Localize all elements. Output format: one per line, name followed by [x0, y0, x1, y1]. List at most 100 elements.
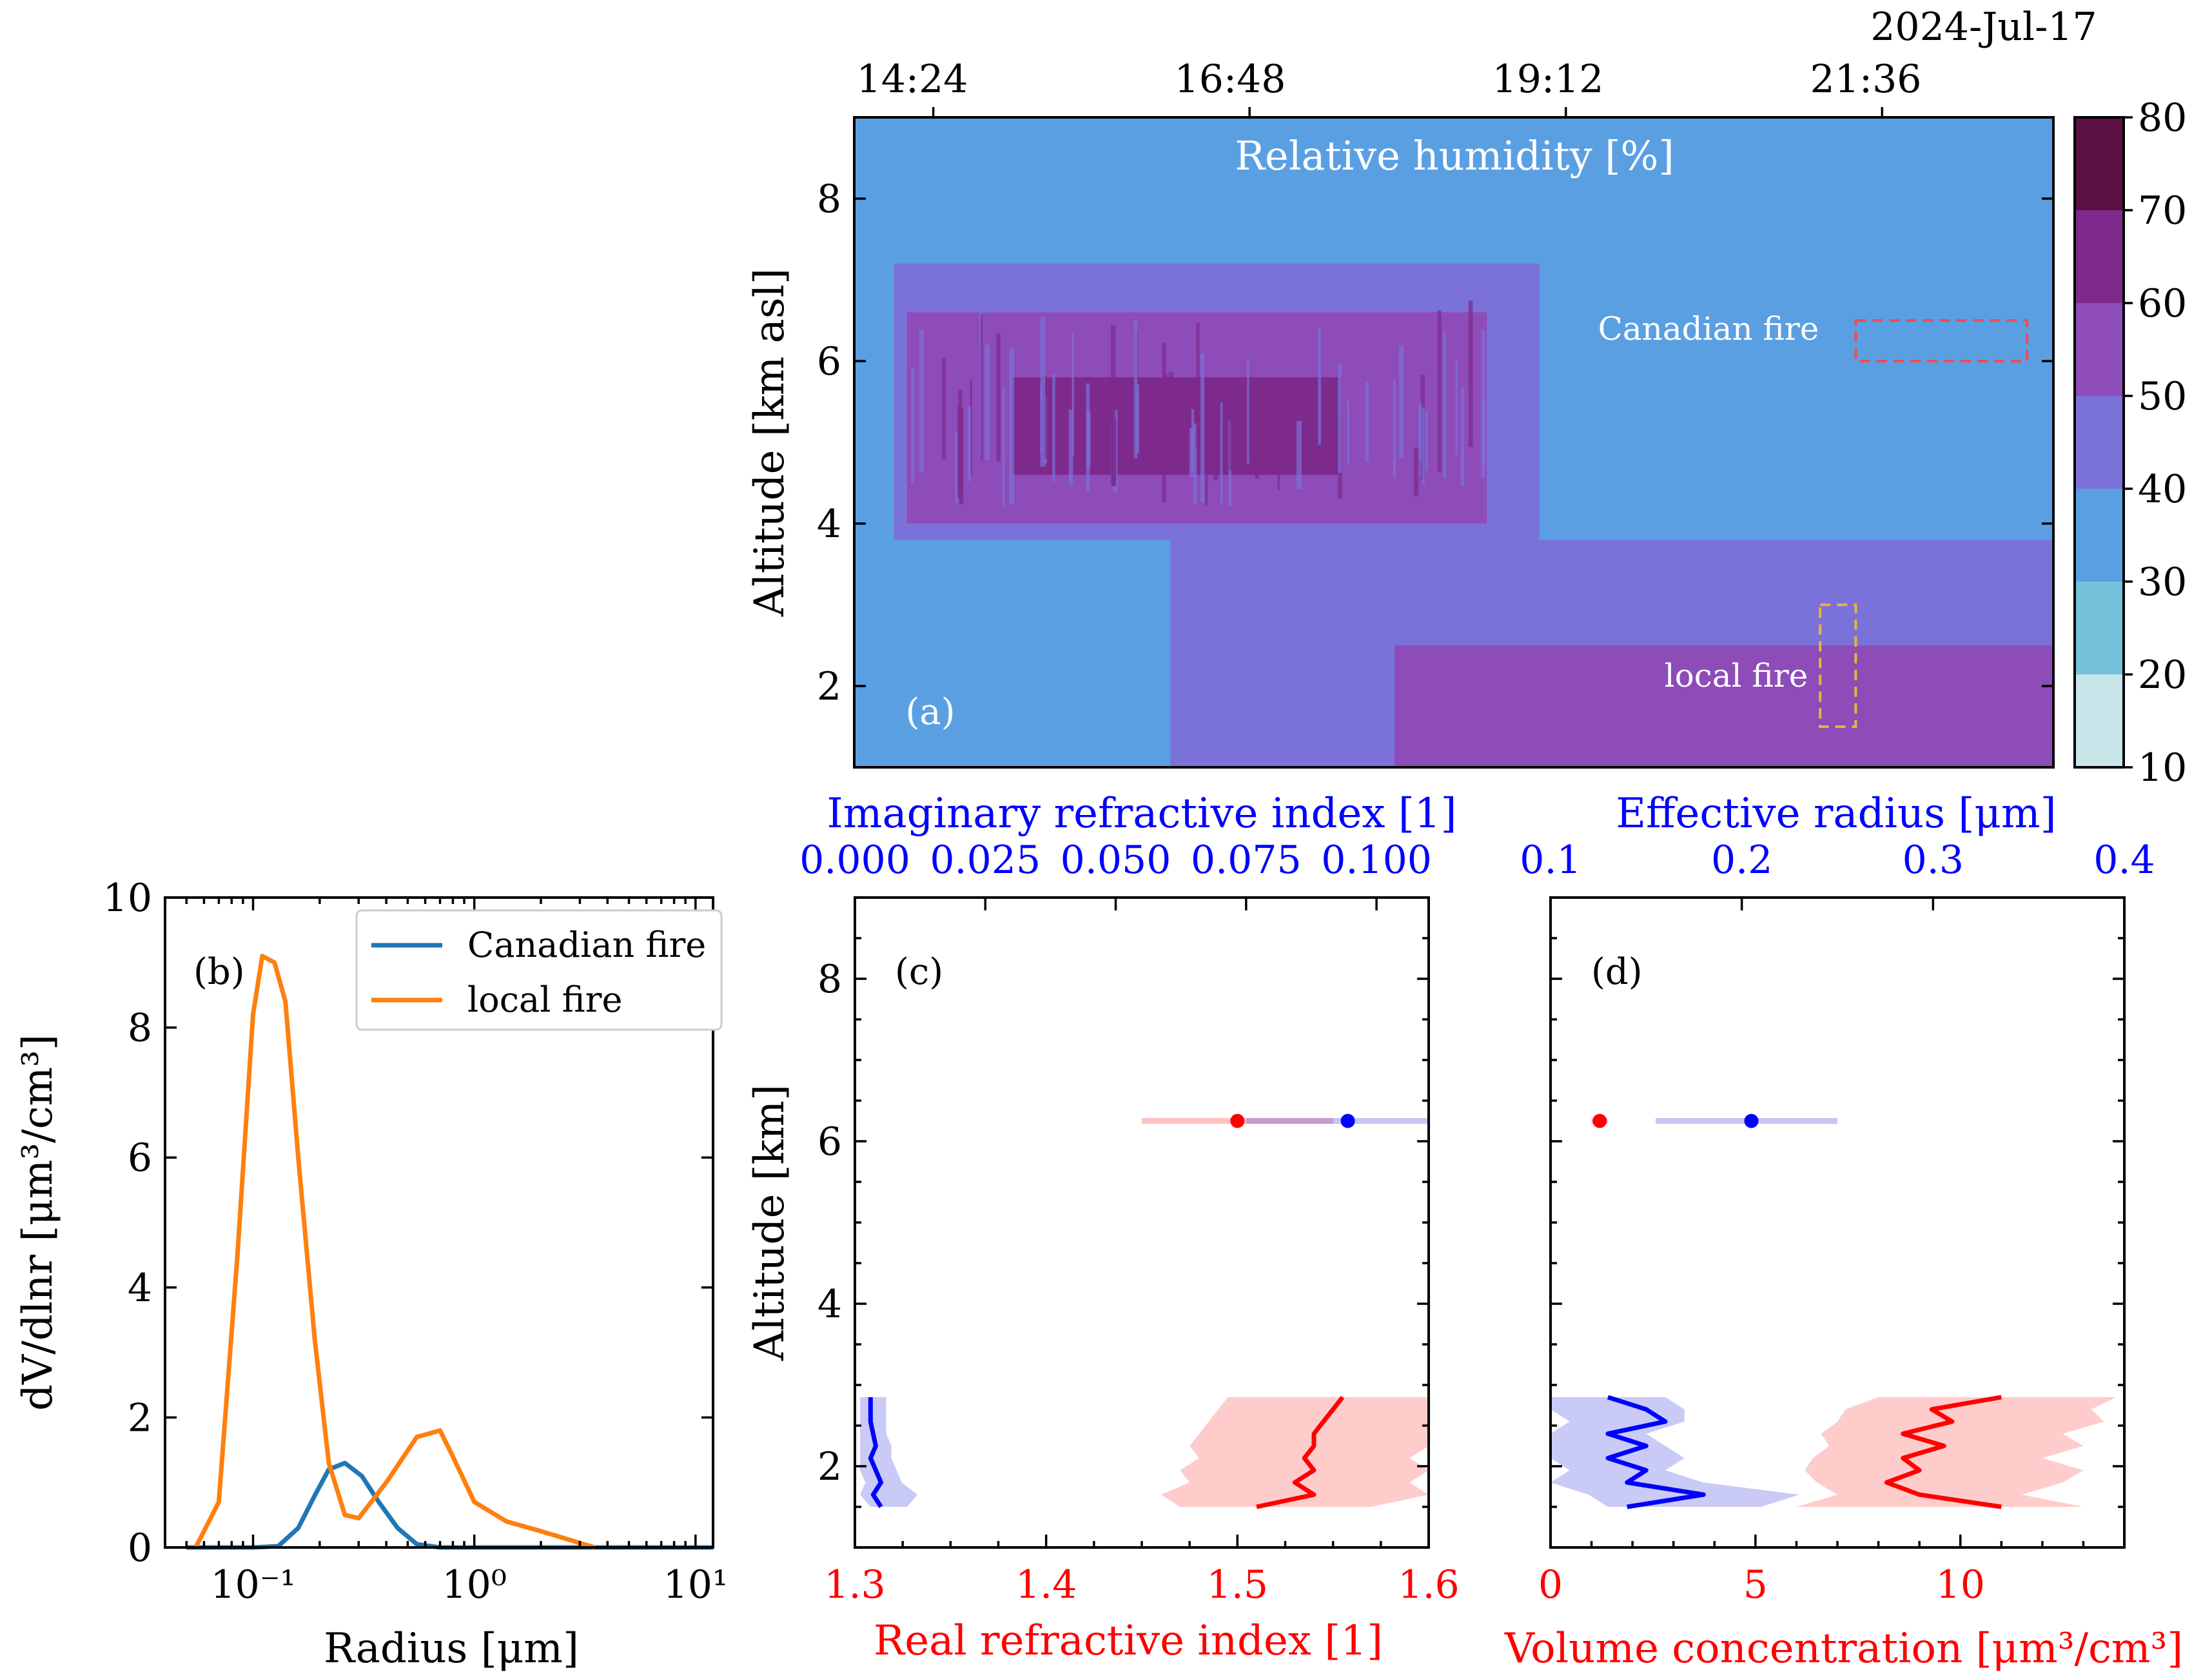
rh-streak: [1193, 423, 1197, 504]
rh-region: [1012, 377, 1342, 475]
rh-streak: [1229, 407, 1233, 471]
rh-streak: [1296, 420, 1302, 489]
rh-streak: [984, 344, 990, 460]
fire-box: [1854, 319, 2029, 362]
legend-label: local fire: [467, 979, 622, 1020]
canadian-fire-label: Canadian fire: [1598, 310, 1819, 348]
rh-streak: [1111, 324, 1116, 485]
rh-streak: [1247, 359, 1249, 465]
rh-streak: [1162, 343, 1166, 503]
fire-box: [1819, 604, 1857, 728]
rh-streak: [1418, 406, 1422, 461]
rh-streak: [1422, 407, 1425, 486]
y-tick-label: 8: [128, 1006, 152, 1051]
time-tick-label: 19:12: [1493, 57, 1604, 102]
panel-b-xlabel: Radius [μm]: [324, 1625, 579, 1673]
colorbar-tick-label: 60: [2138, 281, 2187, 326]
x-tick-label: 0.100: [1321, 838, 1432, 883]
rh-streak: [1455, 359, 1458, 455]
panel-b: 0 2 4 6 8 10 10⁻¹ 10⁰ 10¹ (b) Canadian fire loca…: [14, 876, 728, 1673]
time-tick-label: 16:48: [1175, 57, 1286, 102]
rh-streak: [1365, 381, 1369, 462]
rh-streak: [1318, 326, 1321, 445]
panel-c: 2 4 6 8 1.3 1.4 1.5 1.6 0.000 0.025 0.050 0.075 0.10…: [746, 790, 1460, 1665]
rh-streak: [1425, 411, 1428, 471]
rh-streak: [1068, 409, 1073, 486]
rh-streak: [996, 333, 1001, 462]
rh-streak: [1136, 384, 1140, 454]
rh-streak: [1200, 353, 1205, 502]
rh-streak: [1347, 400, 1350, 465]
rh-streak: [1002, 388, 1005, 507]
panel-c-label: (c): [895, 951, 943, 993]
rh-streak: [1437, 310, 1442, 472]
colorbar-segment: [2075, 674, 2124, 767]
y-tick-label: 10: [103, 876, 152, 921]
legend: [355, 909, 723, 1031]
rh-streak: [981, 314, 983, 460]
x-tick-label: 10⁰: [442, 1562, 506, 1607]
panel-c-top-xlabel: Imaginary refractive index [1]: [827, 790, 1457, 838]
x-tick-label: 0.4: [2093, 838, 2155, 883]
rh-streak: [1277, 400, 1280, 490]
rh-streak: [955, 433, 958, 503]
rh-streak: [1414, 447, 1419, 496]
uncertainty-band: [1551, 1397, 1799, 1507]
y-tick-label: 8: [817, 177, 841, 222]
colorbar-tick-label: 10: [2138, 745, 2187, 790]
x-tick-label: 0.050: [1061, 838, 1171, 883]
fire-annotation-boxes: [1819, 319, 2029, 728]
rh-streak: [1023, 388, 1025, 473]
rh-streak: [1398, 344, 1404, 459]
rh-streak: [968, 407, 972, 481]
rh-streak: [1168, 372, 1174, 460]
rh-region: [1395, 645, 2053, 767]
panel-b-ticks: 0 2 4 6 8 10 10⁻¹ 10⁰ 10¹: [103, 876, 728, 1607]
legend-label: Canadian fire: [467, 925, 706, 965]
rh-streak: [911, 368, 915, 484]
rh-streak: [1255, 387, 1259, 479]
rh-streak: [1196, 322, 1200, 449]
colorbar-tick-label: 40: [2138, 467, 2187, 512]
profile-line: [1256, 1395, 1345, 1509]
panel-d-ticks: 0 5 10 0.1 0.2 0.3 0.4: [1520, 838, 2155, 1607]
x-tick-label: 0.000: [799, 838, 910, 883]
profile-line: [868, 1397, 883, 1508]
panel-b-label: (b): [193, 951, 245, 993]
rh-streak: [1443, 331, 1447, 478]
panel-d-label: (d): [1591, 951, 1643, 993]
colorbar-tick-label: 50: [2138, 374, 2187, 419]
x-tick-label: 10⁻¹: [211, 1562, 296, 1607]
y-tick-label: 4: [817, 502, 841, 547]
uncertainty-band: [1796, 1397, 2117, 1507]
rh-streak: [1205, 412, 1208, 506]
size-distribution-lines: [186, 954, 713, 1550]
colorbar-tick-label: 30: [2138, 560, 2187, 605]
profile-line: [1605, 1395, 1706, 1509]
rh-streak: [1072, 333, 1074, 457]
y-tick-label: 6: [817, 339, 841, 384]
x-tick-label: 0.1: [1520, 838, 1581, 883]
y-tick-label: 2: [817, 1444, 842, 1489]
y-tick-label: 2: [128, 1395, 152, 1440]
panel-a-ticks: 2 4 6 8: [817, 107, 2053, 709]
panel-d: 0 5 10 0.1 0.2 0.3 0.4 (d) Effective radius [μ…: [1504, 790, 2183, 1673]
panel-a-label: (a): [905, 691, 955, 733]
rh-streak: [1460, 388, 1465, 487]
rh-streak: [1338, 364, 1342, 473]
rh-streak: [958, 389, 963, 488]
rh-streak: [1133, 320, 1138, 459]
rh-streak: [1393, 379, 1396, 478]
uncertainty-band: [860, 1397, 918, 1507]
y-tick-label: 8: [817, 957, 842, 1002]
x-tick-label: 1.3: [824, 1562, 885, 1607]
rh-streak: [1086, 411, 1091, 467]
x-tick-label: 0.2: [1711, 838, 1772, 883]
rh-streak: [1009, 348, 1015, 504]
colorbar-segment: [2075, 303, 2124, 396]
colorbar-segment: [2075, 117, 2124, 210]
rh-streak: [1220, 402, 1223, 504]
time-tick-label: 14:24: [857, 57, 968, 102]
canadian-point: [1744, 1114, 1759, 1128]
